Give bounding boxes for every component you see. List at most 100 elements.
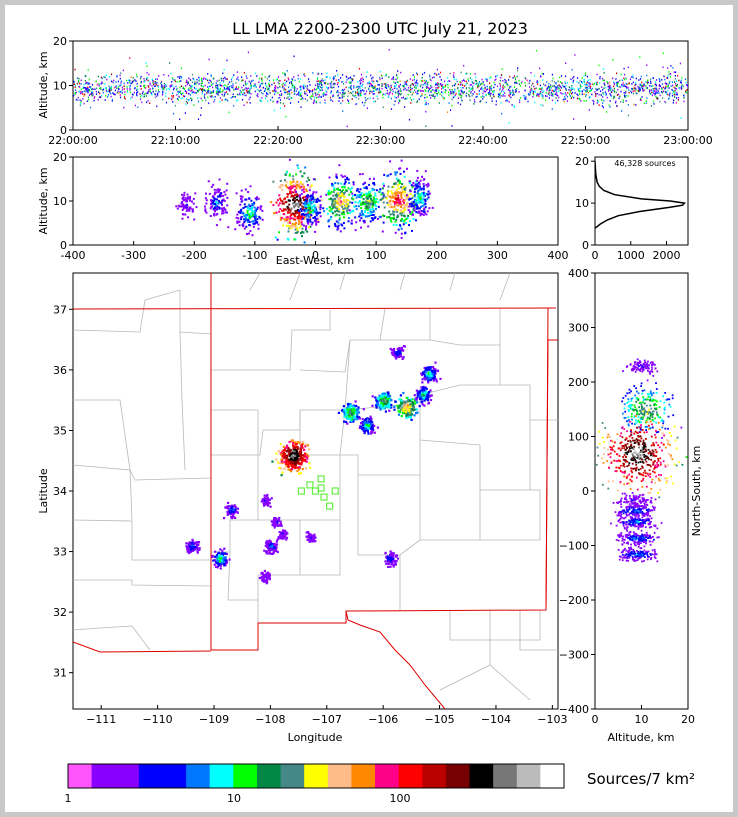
source-point [83,102,85,105]
source-point [654,92,656,95]
source-point [363,181,366,184]
source-point [416,170,419,172]
source-point [88,78,90,81]
source-point [406,217,409,219]
source-point [462,84,464,86]
source-point [257,95,259,98]
source-point [93,97,95,99]
source-point [539,67,541,70]
source-point [469,84,471,86]
source-point [212,202,215,204]
source-point [270,99,272,101]
x-tick-label: 200 [426,249,447,262]
source-point [432,94,434,96]
source-point [469,73,472,75]
source-point [289,215,292,218]
source-point [388,399,392,402]
source-point [610,94,612,97]
source-point [301,227,304,230]
source-point [297,462,301,465]
source-point [188,77,190,80]
source-point [364,207,367,210]
source-point [452,92,454,95]
source-point [378,91,380,94]
source-point [579,98,581,101]
source-point [480,83,482,86]
source-point [665,93,668,95]
source-point [363,221,366,224]
source-point [623,78,625,81]
source-point [343,88,346,91]
source-point [337,192,340,195]
source-point [357,201,360,204]
source-point [425,90,427,92]
source-point [86,90,88,92]
source-point [468,87,470,89]
source-point [226,88,228,91]
source-point [149,88,151,90]
source-point [343,92,345,94]
source-point [365,75,367,78]
source-point [675,101,677,104]
source-point [148,86,150,88]
source-point [343,409,346,412]
source-point [336,226,339,228]
source-point [586,82,588,84]
source-point [414,82,416,84]
source-point [655,87,657,90]
source-point [525,98,527,100]
source-point [394,231,397,234]
source-point [299,208,302,211]
source-point [120,84,122,86]
source-point [384,410,387,413]
source-point [339,200,342,203]
source-point [443,97,445,100]
source-point [628,91,630,94]
source-point [127,91,129,93]
source-point [221,199,224,202]
source-point [646,64,648,66]
source-point [518,91,520,93]
source-point [212,96,214,98]
source-point [209,215,212,217]
source-point [297,167,300,170]
source-point [297,468,301,471]
source-point [243,92,246,94]
figure-frame: LL LMA 2200-2300 UTC July 21, 2023 22:00… [5,5,733,812]
source-point [502,87,504,89]
source-point [415,81,417,84]
source-point [674,92,676,94]
source-point [400,71,402,74]
source-point [355,196,358,199]
source-point [79,99,81,101]
source-point [132,77,134,79]
source-point [593,103,595,105]
source-point [424,79,426,82]
source-point [365,207,368,210]
source-point [191,89,193,91]
source-point [110,93,112,95]
source-point [496,74,498,77]
source-point [226,59,228,62]
source-point [668,87,670,89]
source-point [431,86,433,89]
source-point [294,232,297,234]
source-point [77,96,79,99]
source-point [646,87,649,89]
source-point [356,413,359,416]
source-point [221,203,223,206]
source-point [581,85,583,88]
source-point [411,203,414,206]
source-point [267,88,269,91]
source-point [251,202,254,205]
source-point [382,406,386,409]
source-point [279,216,282,219]
source-point [511,89,514,91]
source-point [316,200,319,203]
source-point [370,84,372,87]
source-point [237,99,239,101]
source-point [401,407,404,410]
source-point [275,201,278,204]
source-point [374,194,377,197]
source-point [110,88,112,90]
